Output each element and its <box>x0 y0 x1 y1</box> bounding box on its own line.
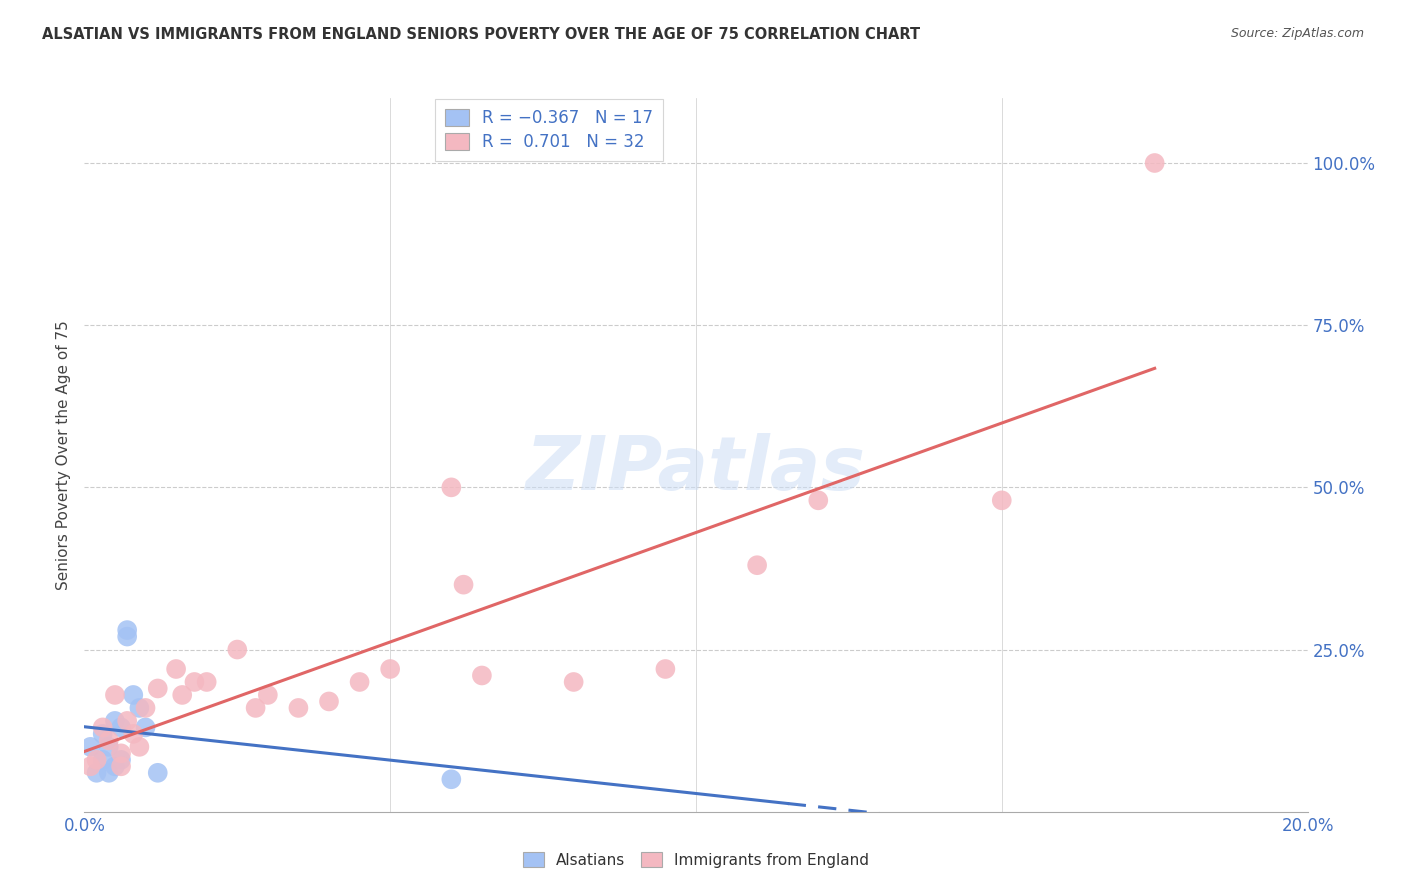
Point <box>318 694 340 708</box>
Point <box>122 688 145 702</box>
Point <box>115 623 138 637</box>
Point <box>453 577 475 591</box>
Point <box>97 733 120 747</box>
Point <box>471 668 494 682</box>
Point <box>226 642 249 657</box>
Point <box>79 739 101 754</box>
Point <box>183 675 205 690</box>
Text: Source: ZipAtlas.com: Source: ZipAtlas.com <box>1230 27 1364 40</box>
Point <box>991 493 1014 508</box>
Point <box>135 701 157 715</box>
Point <box>440 772 463 787</box>
Point <box>86 765 108 780</box>
Point <box>91 753 114 767</box>
Point <box>104 688 127 702</box>
Point <box>654 662 676 676</box>
Point <box>110 720 132 734</box>
Point <box>440 480 463 494</box>
Point <box>380 662 402 676</box>
Point <box>1143 156 1166 170</box>
Point <box>79 759 101 773</box>
Point <box>104 714 127 728</box>
Point <box>287 701 309 715</box>
Point <box>91 727 114 741</box>
Point <box>97 739 120 754</box>
Point <box>195 675 218 690</box>
Point <box>115 630 138 644</box>
Point <box>97 765 120 780</box>
Point <box>128 739 150 754</box>
Point <box>110 759 132 773</box>
Point <box>807 493 830 508</box>
Point <box>110 747 132 761</box>
Point <box>146 765 169 780</box>
Point <box>165 662 187 676</box>
Point <box>115 714 138 728</box>
Y-axis label: Seniors Poverty Over the Age of 75: Seniors Poverty Over the Age of 75 <box>56 320 72 590</box>
Point <box>146 681 169 696</box>
Point <box>86 753 108 767</box>
Legend: Alsatians, Immigrants from England: Alsatians, Immigrants from England <box>515 844 877 875</box>
Point <box>257 688 280 702</box>
Point <box>110 753 132 767</box>
Point <box>128 701 150 715</box>
Point <box>562 675 585 690</box>
Text: ZIPatlas: ZIPatlas <box>526 433 866 506</box>
Point <box>122 727 145 741</box>
Point <box>135 720 157 734</box>
Point <box>104 759 127 773</box>
Point <box>172 688 194 702</box>
Point <box>91 720 114 734</box>
Point <box>747 558 769 573</box>
Text: ALSATIAN VS IMMIGRANTS FROM ENGLAND SENIORS POVERTY OVER THE AGE OF 75 CORRELATI: ALSATIAN VS IMMIGRANTS FROM ENGLAND SENI… <box>42 27 921 42</box>
Point <box>349 675 371 690</box>
Point <box>245 701 267 715</box>
